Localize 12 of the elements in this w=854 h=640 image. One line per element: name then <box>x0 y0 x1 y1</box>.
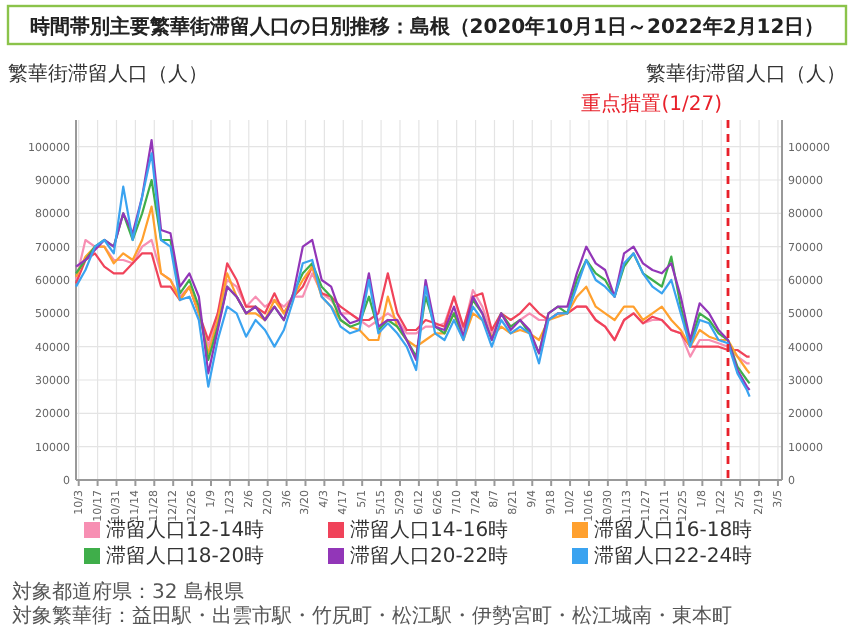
legend-label: 滞留人口20-22時 <box>350 544 509 568</box>
ref-line-label: 重点措置(1/27) <box>581 92 723 116</box>
chart-title: 時間帯別主要繁華街滞留人口の日別推移：島根（2020年10月1日～2022年2月12日） <box>29 15 825 39</box>
line-series <box>74 252 751 358</box>
legend-label: 滞留人口18-20時 <box>106 544 265 568</box>
y2-axis-title: 繁華街滞留人口（人） <box>646 62 846 86</box>
line-series <box>74 205 751 375</box>
y-axis-title: 繁華街滞留人口（人） <box>8 62 208 86</box>
legend-label: 滞留人口22-24時 <box>594 544 753 568</box>
text: 対象繁華街：益田駅・出雲市駅・竹尻町・松江駅・伊勢宮町・松江城南・東本町 <box>12 604 732 628</box>
legend-label: 滞留人口14-16時 <box>350 518 509 542</box>
text: 対象都道府県：32 島根県 <box>12 580 244 604</box>
